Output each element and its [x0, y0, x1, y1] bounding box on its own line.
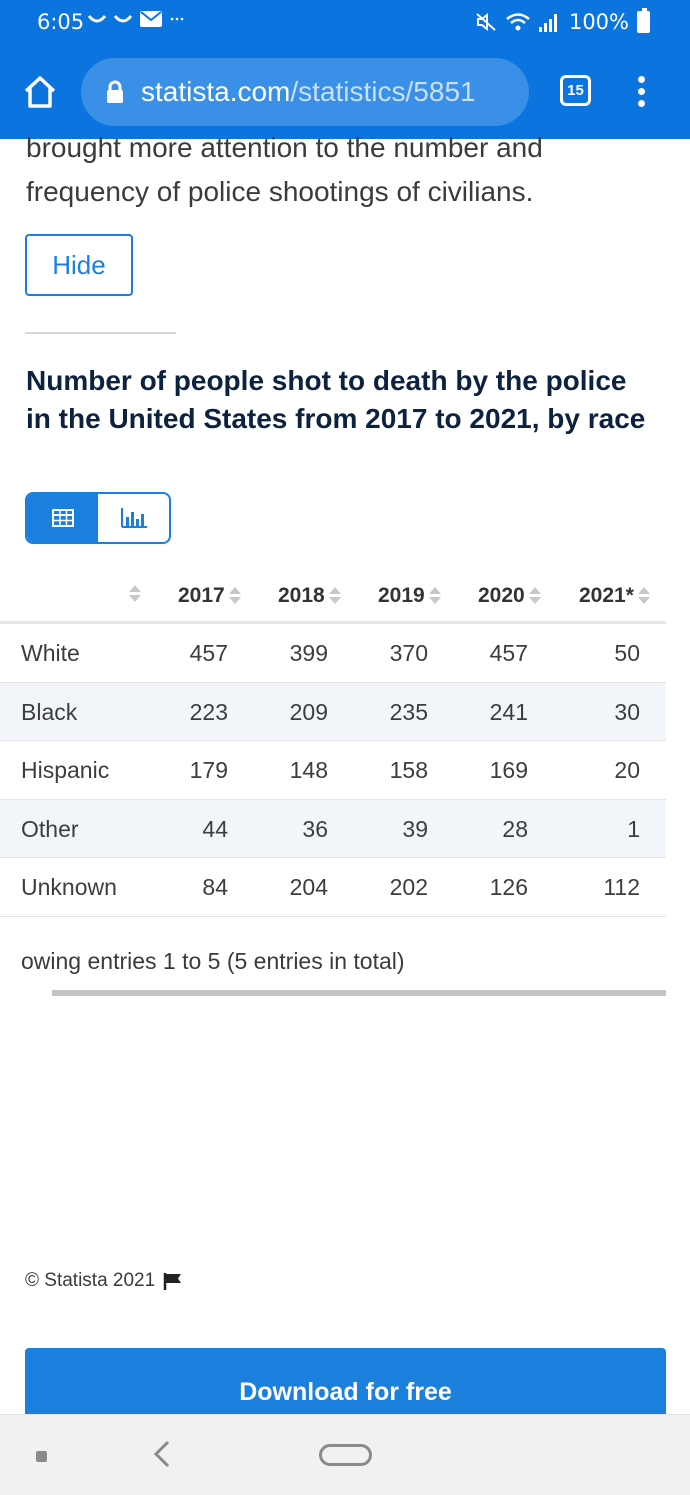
table-header: 2017 2018 2019 2020 2021*	[0, 570, 666, 624]
table-row: Black 223 209 235 241 30	[0, 682, 666, 742]
column-header-label: 2020	[478, 584, 525, 607]
url-row: statista.com/statistics/5851 15	[0, 56, 690, 128]
url-text: statista.com/statistics/5851	[141, 76, 476, 108]
table-cell: 44	[202, 815, 228, 842]
entries-info: owing entries 1 to 5 (5 entries in total…	[21, 948, 405, 974]
table-cell: 36	[302, 815, 328, 842]
column-header[interactable]: 2021*	[579, 584, 650, 608]
tab-switcher-button[interactable]: 15	[560, 75, 591, 106]
column-header[interactable]: 2019	[378, 584, 441, 608]
wifi-icon	[506, 13, 530, 31]
table-cell: 20	[614, 757, 640, 784]
sort-icon	[328, 586, 341, 606]
table-cell: 209	[289, 698, 328, 725]
table-cell: 235	[389, 698, 428, 725]
column-header[interactable]: 2018	[278, 584, 341, 608]
row-label: Black	[21, 698, 78, 725]
address-bar[interactable]: statista.com/statistics/5851	[81, 58, 529, 126]
table-row: White 457 399 370 457 50	[0, 624, 666, 683]
table-row: Unknown 84 204 202 126 112	[0, 858, 666, 917]
copyright: © Statista 2021	[25, 1270, 183, 1292]
table-cell: 370	[389, 640, 428, 666]
table-icon	[51, 509, 74, 527]
column-header[interactable]: 2017	[178, 584, 241, 608]
url-host: statista.com	[141, 76, 291, 107]
system-navigation-bar	[0, 1414, 690, 1495]
column-header-label: 2019	[378, 584, 425, 607]
battery-icon	[637, 8, 650, 33]
table-cell: 169	[489, 757, 528, 784]
sort-icon	[528, 586, 541, 606]
sort-icon	[228, 586, 241, 606]
table-cell: 1	[627, 815, 640, 842]
table-cell: 28	[502, 815, 528, 842]
flag-icon[interactable]	[163, 1272, 183, 1290]
status-time: 6:05	[37, 10, 85, 34]
notification-icons	[88, 11, 184, 27]
table-cell: 30	[614, 698, 640, 725]
column-header-label: 2018	[278, 584, 325, 607]
table-cell: 84	[202, 874, 228, 901]
table-cell: 158	[389, 757, 428, 784]
browser-top-bar: 6:05 100% statista.com/statistics/5851 1…	[0, 0, 690, 139]
table-cell: 241	[489, 698, 528, 725]
lock-icon	[107, 80, 123, 103]
table-cell: 39	[402, 815, 428, 842]
table-cell: 457	[189, 640, 228, 666]
home-button[interactable]	[319, 1444, 372, 1466]
table-row: Other 44 36 39 28 1	[0, 799, 666, 859]
table-body: White 457 399 370 457 50 Black 223 209 235 241 30 Hi…	[0, 624, 666, 917]
back-icon[interactable]	[150, 1439, 174, 1469]
table-cell: 202	[389, 874, 428, 901]
table-cell: 148	[289, 757, 328, 784]
table-cell: 204	[289, 874, 328, 901]
hide-button[interactable]: Hide	[25, 234, 133, 296]
data-table: 2017 2018 2019 2020 2021* White 457 399 370 457 5…	[0, 570, 666, 917]
horizontal-scrollbar[interactable]	[52, 990, 666, 996]
mail-icon	[140, 11, 162, 27]
row-label: White	[21, 640, 80, 666]
sort-icon	[428, 586, 441, 606]
table-cell: 126	[489, 874, 528, 901]
table-cell: 399	[289, 640, 328, 666]
home-icon[interactable]	[22, 74, 58, 110]
table-view-button[interactable]	[27, 494, 98, 542]
row-label: Hispanic	[21, 757, 110, 784]
bar-chart-icon	[120, 508, 147, 528]
table-cell: 457	[489, 640, 528, 666]
section-divider	[25, 332, 176, 334]
sort-icon	[129, 584, 141, 604]
signal-icon	[538, 14, 557, 32]
table-cell: 223	[189, 698, 228, 725]
table-cell: 179	[189, 757, 228, 784]
mute-icon	[476, 12, 496, 32]
view-toggle	[25, 492, 171, 544]
notification-icon	[114, 15, 132, 23]
copyright-text: © Statista 2021	[25, 1270, 156, 1291]
intro-text: brought more attention to the number and…	[26, 132, 543, 207]
table-cell: 112	[603, 874, 640, 901]
sort-icon	[637, 586, 650, 606]
column-header-label: 2021*	[579, 584, 634, 607]
battery-percent: 100%	[568, 10, 629, 34]
more-notifications-icon	[170, 17, 184, 21]
browser-menu-icon[interactable]	[635, 76, 649, 110]
row-label: Other	[21, 815, 79, 842]
column-header-label: 2017	[178, 584, 225, 607]
table-row: Hispanic 179 148 158 169 20	[0, 741, 666, 800]
row-label: Unknown	[21, 874, 117, 901]
recent-apps-button[interactable]	[36, 1451, 47, 1462]
table-cell: 50	[614, 640, 640, 666]
url-path: /statistics/5851	[290, 76, 476, 107]
chart-view-button[interactable]	[98, 494, 169, 542]
column-header[interactable]: 2020	[478, 584, 541, 608]
notification-icon	[88, 15, 106, 23]
chart-title: Number of people shot to death by the po…	[26, 365, 646, 434]
status-right: 100%	[475, 8, 650, 34]
status-bar: 6:05 100%	[0, 0, 690, 44]
sort-label-column[interactable]	[129, 584, 141, 604]
